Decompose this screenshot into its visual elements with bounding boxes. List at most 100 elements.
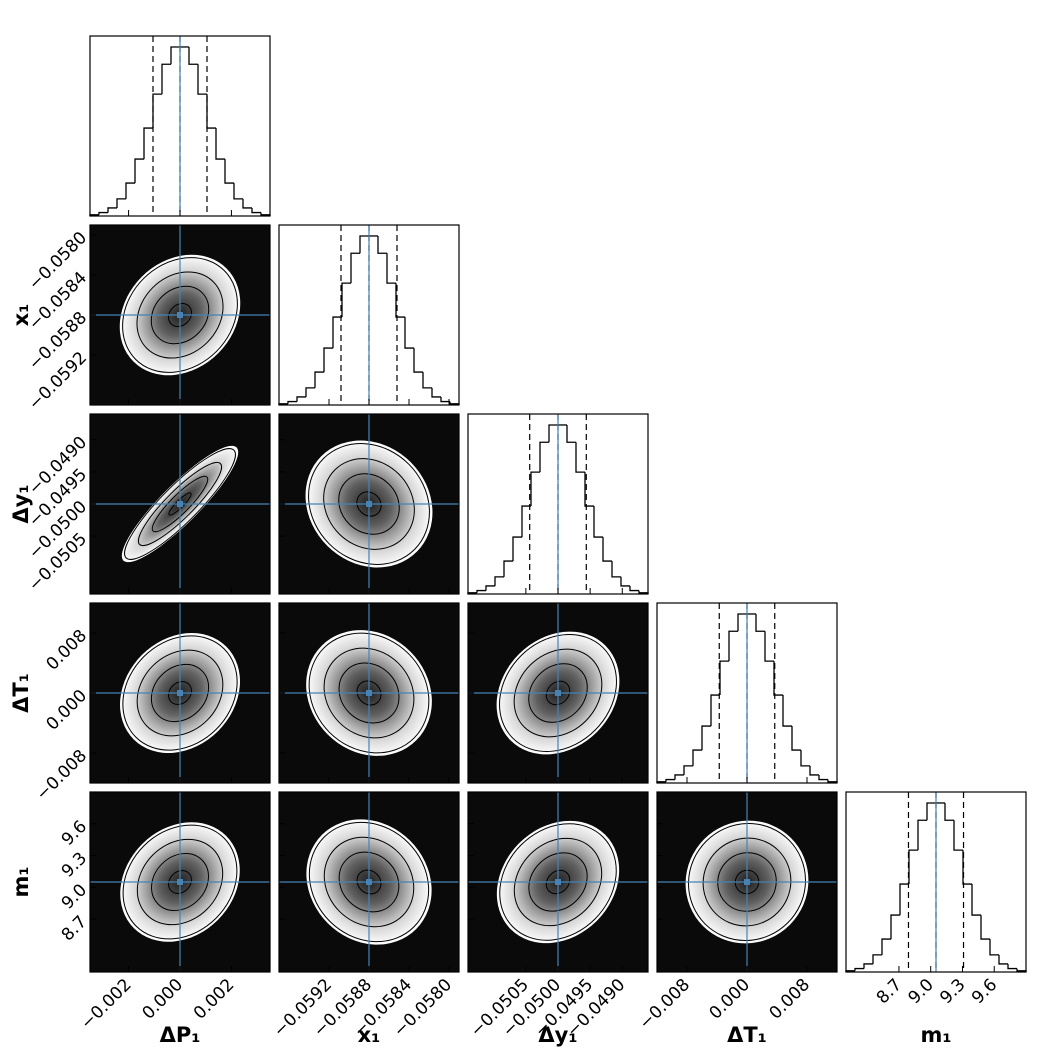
contour: [150, 663, 210, 723]
contour: [151, 853, 209, 911]
histogram-step: [611, 561, 621, 578]
density-panel: [279, 414, 459, 594]
histogram-step: [107, 207, 117, 213]
contour: [136, 271, 224, 359]
contour: [136, 649, 224, 737]
truth-point: [177, 501, 183, 507]
contour: [136, 838, 224, 926]
truth-point: [177, 690, 183, 696]
truth-point: [555, 879, 561, 885]
x-axis-label: x₁: [358, 1023, 381, 1047]
contour: [528, 852, 588, 912]
y-axis-label: Δy₁: [9, 484, 33, 523]
histogram-step: [971, 884, 981, 916]
contour: [545, 680, 571, 706]
contour: [717, 852, 777, 912]
y-tick-label: 9.3: [58, 848, 91, 881]
histogram-step: [206, 94, 216, 129]
histogram-step: [773, 661, 783, 696]
y-tick-label: −0.008: [32, 746, 91, 805]
histogram-step: [728, 630, 738, 662]
histogram-step: [764, 631, 774, 662]
histogram-step: [620, 576, 630, 587]
contour: [356, 680, 382, 706]
contour: [168, 303, 192, 327]
x-axis-label: ΔT₁: [727, 1023, 767, 1047]
contour: [168, 870, 192, 894]
histogram-step: [476, 589, 486, 593]
histogram-step: [242, 198, 252, 209]
histogram-step: [854, 967, 864, 971]
histogram-step: [548, 424, 558, 443]
x-tick-label: 0.000: [706, 975, 755, 1024]
histogram-step: [908, 849, 918, 885]
x-tick-label: 8.7: [873, 975, 906, 1008]
histogram-step: [881, 938, 891, 955]
contour: [513, 648, 603, 738]
x-tick-label: 9.3: [936, 975, 969, 1008]
histogram-step: [215, 128, 225, 160]
histogram-step: [962, 850, 972, 885]
histogram-step: [251, 207, 261, 214]
contour: [338, 473, 400, 535]
histogram-step: [890, 914, 900, 940]
histogram-step: [818, 774, 828, 781]
histogram-step: [953, 820, 963, 851]
histogram-step: [485, 585, 495, 591]
histogram-step: [395, 283, 405, 318]
y-axis-label: ΔT₁: [9, 673, 33, 713]
x-tick-label: 9.6: [968, 975, 1001, 1008]
y-tick-label: 8.7: [58, 912, 91, 945]
histogram-step: [692, 749, 702, 766]
density-panel: [468, 603, 648, 783]
histogram-step: [566, 424, 576, 443]
histogram-step: [602, 537, 612, 562]
x-tick-label: −0.008: [635, 975, 694, 1034]
histogram-step: [314, 371, 324, 388]
histogram-step: [359, 235, 369, 254]
contour: [323, 458, 415, 550]
histogram-step: [863, 963, 873, 969]
histogram-step: [593, 506, 603, 538]
histogram-step: [413, 348, 423, 373]
contour: [308, 443, 430, 565]
histogram-step: [161, 63, 171, 95]
histogram-step: [800, 750, 810, 767]
density-panel: [90, 603, 270, 783]
y-tick-label: 9.6: [58, 817, 91, 850]
histogram-step: [233, 183, 243, 200]
contour: [702, 837, 792, 927]
y-tick-label: 0.008: [43, 626, 92, 675]
y-axis-label: m₁: [9, 866, 33, 897]
truth-point: [555, 690, 561, 696]
histogram-step: [530, 471, 540, 507]
histogram-step: [350, 252, 360, 284]
histogram-step: [404, 317, 414, 349]
contour: [338, 662, 400, 724]
contour: [150, 285, 210, 345]
histogram-step: [872, 954, 882, 964]
histogram-step: [719, 660, 729, 696]
x-tick-label: 0.008: [766, 975, 815, 1024]
histogram-step: [737, 613, 747, 632]
histogram-step: [710, 694, 720, 727]
contour: [308, 632, 430, 754]
histogram-step: [98, 211, 108, 215]
contour: [137, 461, 223, 547]
histogram-step: [755, 613, 765, 632]
density-panel: [468, 792, 648, 972]
histogram-step: [503, 560, 513, 577]
histogram-step: [323, 347, 333, 373]
histogram-step: [809, 765, 819, 776]
histogram-step: [494, 576, 504, 586]
contour: [499, 823, 617, 941]
histogram-step: [575, 442, 585, 473]
histogram-step: [341, 282, 351, 318]
y-axis-label: x₁: [9, 304, 33, 327]
histogram-step: [305, 387, 315, 397]
histogram-step: [791, 726, 801, 751]
y-tick-label: 9.0: [58, 880, 91, 913]
histogram-step: [899, 883, 909, 916]
histogram-step: [665, 778, 675, 782]
contour: [356, 869, 382, 895]
